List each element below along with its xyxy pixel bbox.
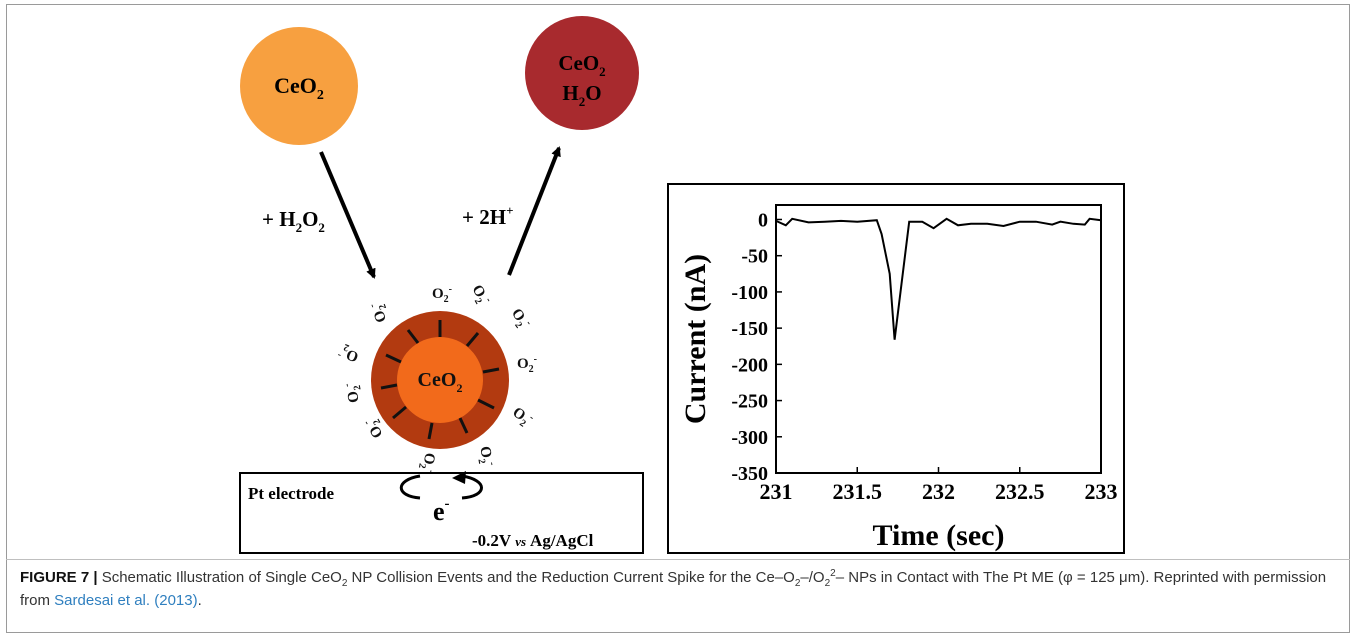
electron-transfer-arrow-right [461, 474, 483, 500]
arrow-down-to-particle [319, 151, 376, 279]
superoxide-label-left-lower: O2- [341, 381, 365, 404]
shell-tick-marks [380, 320, 500, 440]
caption-divider [6, 559, 1350, 560]
ceo2-h2o-final-particle [525, 16, 639, 130]
x-tick-label: 231 [760, 479, 793, 504]
y-tick-label: -200 [731, 354, 768, 376]
superoxide-labels: O2- O2- O2- O2- O2- O2- O2- O2- O2- O2- … [336, 281, 537, 474]
x-tick-label: 232.5 [995, 479, 1045, 504]
superoxide-label-top: O2- [432, 284, 452, 305]
superoxide-label-right-upper: O2- [506, 305, 535, 333]
y-axis-label: Current (nA) [679, 254, 712, 424]
superoxide-label-right-lower: O2- [508, 403, 536, 432]
superoxide-label-top-left: O2- [366, 299, 393, 325]
pt-electrode-label: Pt electrode [248, 484, 335, 503]
electron-transfer-arrow-left [399, 474, 421, 500]
figure-caption: FIGURE 7 | Schematic Illustration of Sin… [20, 568, 1327, 610]
y-tick-label: -250 [731, 391, 768, 413]
plot-area-frame [775, 204, 1102, 474]
superoxide-label-left: O2- [336, 340, 362, 367]
arrow-up-from-particle [507, 146, 561, 276]
ceo2-core [397, 337, 483, 423]
ceo2-final-label: CeO2 [558, 51, 605, 79]
y-tick-label: -100 [731, 282, 768, 304]
y-tick-label: -350 [731, 463, 768, 485]
y-tick-label: -300 [731, 427, 768, 449]
pt-electrode-box [239, 472, 644, 554]
x-tick-label: 233 [1085, 479, 1118, 504]
superoxide-label-bottom: O2- [415, 451, 439, 474]
superoxide-label-bottom-right: O2- [473, 445, 497, 468]
superoxide-label-top-right: O2- [466, 281, 494, 309]
ceo2-initial-particle [240, 27, 358, 145]
current-time-chart: 231 231.5 232 232.5 233 0 -50 -100 -150 -200 -250 -… [679, 204, 1118, 552]
figure-number: FIGURE 7 | [20, 569, 98, 586]
ceo2-initial-label: CeO2 [274, 73, 324, 103]
citation-link[interactable]: Sardesai et al. (2013) [54, 592, 198, 609]
superoxide-label-right: O2- [517, 354, 537, 375]
x-axis-label: Time (sec) [873, 519, 1005, 552]
y-tick-label: -150 [731, 318, 768, 340]
figure-frame [6, 4, 1350, 633]
h2o2-reagent-label: + H2O2 [262, 207, 325, 235]
electron-label: e- [433, 496, 450, 526]
chart-panel-border [667, 183, 1125, 554]
h2o-final-label: H2O [562, 81, 601, 109]
y-tick-label: 0 [758, 209, 768, 231]
current-trace-line [775, 217, 1102, 340]
x-tick-label: 231.5 [833, 479, 883, 504]
x-tick-label: 232 [922, 479, 955, 504]
electron-transfer-arrowhead [452, 471, 466, 484]
ceo2-core-label: CeO2 [418, 369, 463, 395]
applied-potential-label: -0.2V vs Ag/AgCl [472, 531, 594, 550]
proton-reagent-label: + 2H+ [462, 203, 513, 229]
y-tick-label: -50 [741, 246, 768, 268]
